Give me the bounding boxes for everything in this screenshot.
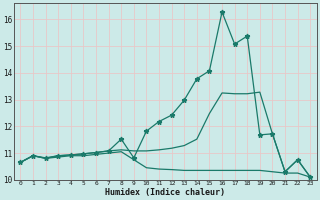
X-axis label: Humidex (Indice chaleur): Humidex (Indice chaleur) [105, 188, 225, 197]
